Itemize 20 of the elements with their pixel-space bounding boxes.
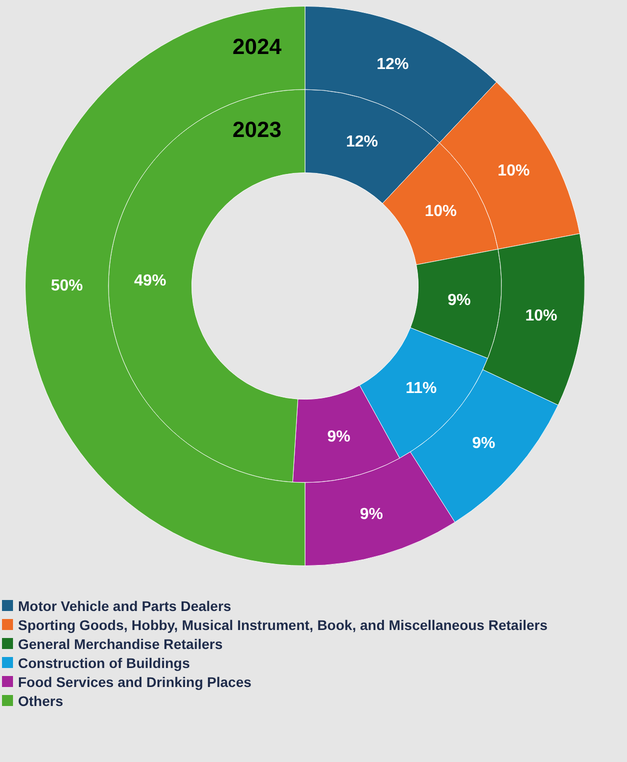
data-label: 9% xyxy=(472,434,496,452)
data-label: 49% xyxy=(134,272,166,290)
data-label: 50% xyxy=(50,277,83,294)
data-label: 12% xyxy=(346,133,378,150)
legend-label: Motor Vehicle and Parts Dealers xyxy=(18,598,232,614)
slice-label: 2024 xyxy=(232,34,282,59)
data-label: 9% xyxy=(360,506,383,524)
legend-label: Sporting Goods, Hobby, Musical Instrument, Book, and Miscellaneous Retailers xyxy=(18,616,548,632)
legend-label: General Merchandise Retailers xyxy=(18,636,223,652)
data-label: 12% xyxy=(376,56,409,73)
data-label: 10% xyxy=(424,202,457,220)
data-label: 10% xyxy=(498,162,530,180)
legend-label: Others xyxy=(18,692,64,708)
legend-label: Construction of Buildings xyxy=(18,654,190,670)
data-label: 10% xyxy=(525,307,558,324)
slice-label: 2023 xyxy=(232,117,282,142)
data-label: 11% xyxy=(406,380,437,397)
data-label: 9% xyxy=(448,292,471,309)
legend-label: Food Services and Drinking Places xyxy=(18,674,252,690)
data-label: 9% xyxy=(327,428,350,446)
